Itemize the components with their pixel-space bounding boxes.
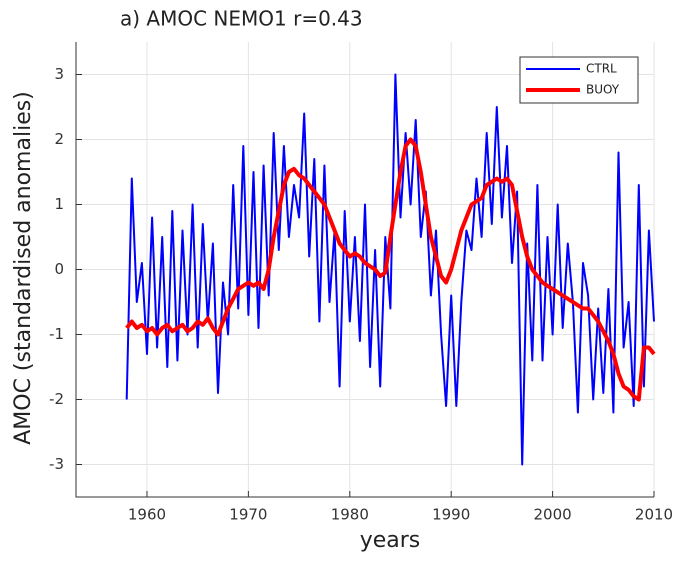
y-tick-label: -3 (49, 455, 64, 473)
y-axis-label: AMOC (standardised anomalies) (11, 91, 36, 445)
x-tick-label: 2010 (635, 506, 673, 524)
legend-label: BUOY (586, 83, 620, 97)
line-series (125, 73, 655, 466)
x-tick-label: 1990 (432, 506, 470, 524)
legend-label: CTRL (586, 62, 617, 76)
y-tick-label: 0 (54, 260, 64, 278)
x-axis-label: years (360, 528, 421, 553)
y-tick-label: 1 (54, 195, 64, 213)
y-tick-label: 2 (54, 130, 64, 148)
x-tick-label: 1980 (331, 506, 369, 524)
y-tick-label: -2 (49, 390, 64, 408)
x-tick-label: 1970 (229, 506, 267, 524)
legend-box (519, 56, 639, 104)
axes (75, 42, 654, 498)
x-tick-label: 2000 (534, 506, 572, 524)
y-tick-label: -1 (49, 325, 64, 343)
chart-title: a) AMOC NEMO1 r=0.43 (120, 7, 363, 31)
y-tick-label: 3 (54, 65, 64, 83)
x-tick-label: 1960 (128, 506, 166, 524)
line-series (125, 137, 656, 402)
